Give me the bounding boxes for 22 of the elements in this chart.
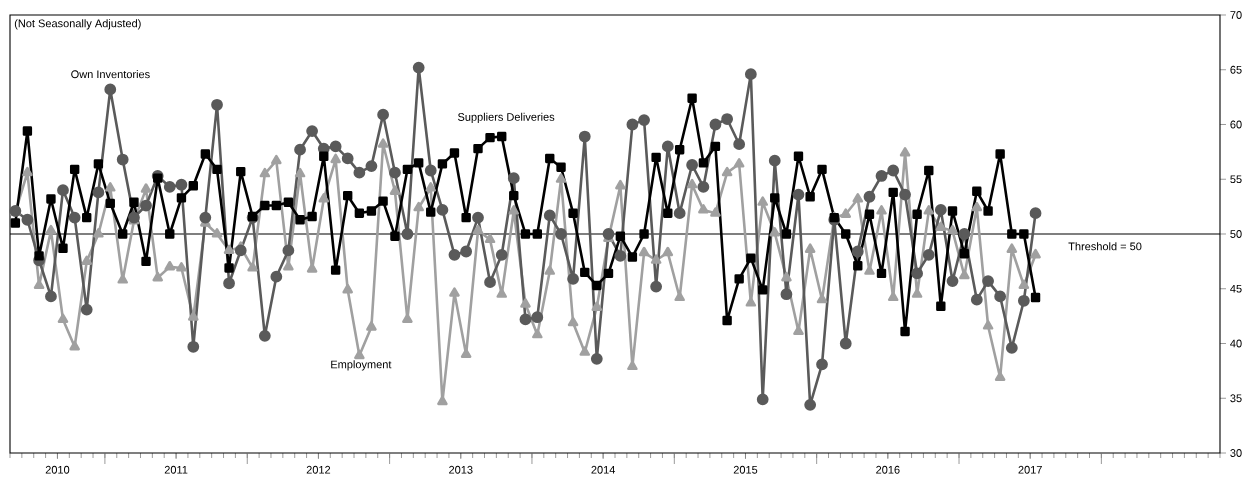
y-tick-label: 65 [1230,65,1242,74]
series-label: Own Inventories [71,70,150,79]
y-tick-label: 30 [1230,449,1242,457]
x-tick-label: 2010 [45,465,70,474]
y-tick-label: 45 [1230,284,1242,293]
x-tick-label: 2012 [306,465,331,474]
x-tick-label: 2013 [449,465,473,474]
y-tick-label: 60 [1230,120,1242,129]
series-label: Employment [331,360,392,371]
x-tick-label: 2011 [164,465,188,474]
x-tick-label: 2015 [733,465,758,474]
x-tick-label: 2014 [591,465,616,474]
ref-line-label: Threshold = 50 [1068,242,1142,251]
series-label: Suppliers Deliveries [458,112,555,124]
y-tick-label: 55 [1230,175,1242,184]
chart-subtitle: (Not Seasonally Adjusted) [14,19,141,30]
y-tick-label: 50 [1230,230,1242,238]
y-tick-label: 40 [1230,339,1242,348]
y-tick-label: 70 [1230,11,1242,19]
x-tick-label: 2016 [876,465,900,474]
x-tick-label: 2017 [1018,465,1042,474]
y-tick-label: 35 [1230,394,1242,403]
